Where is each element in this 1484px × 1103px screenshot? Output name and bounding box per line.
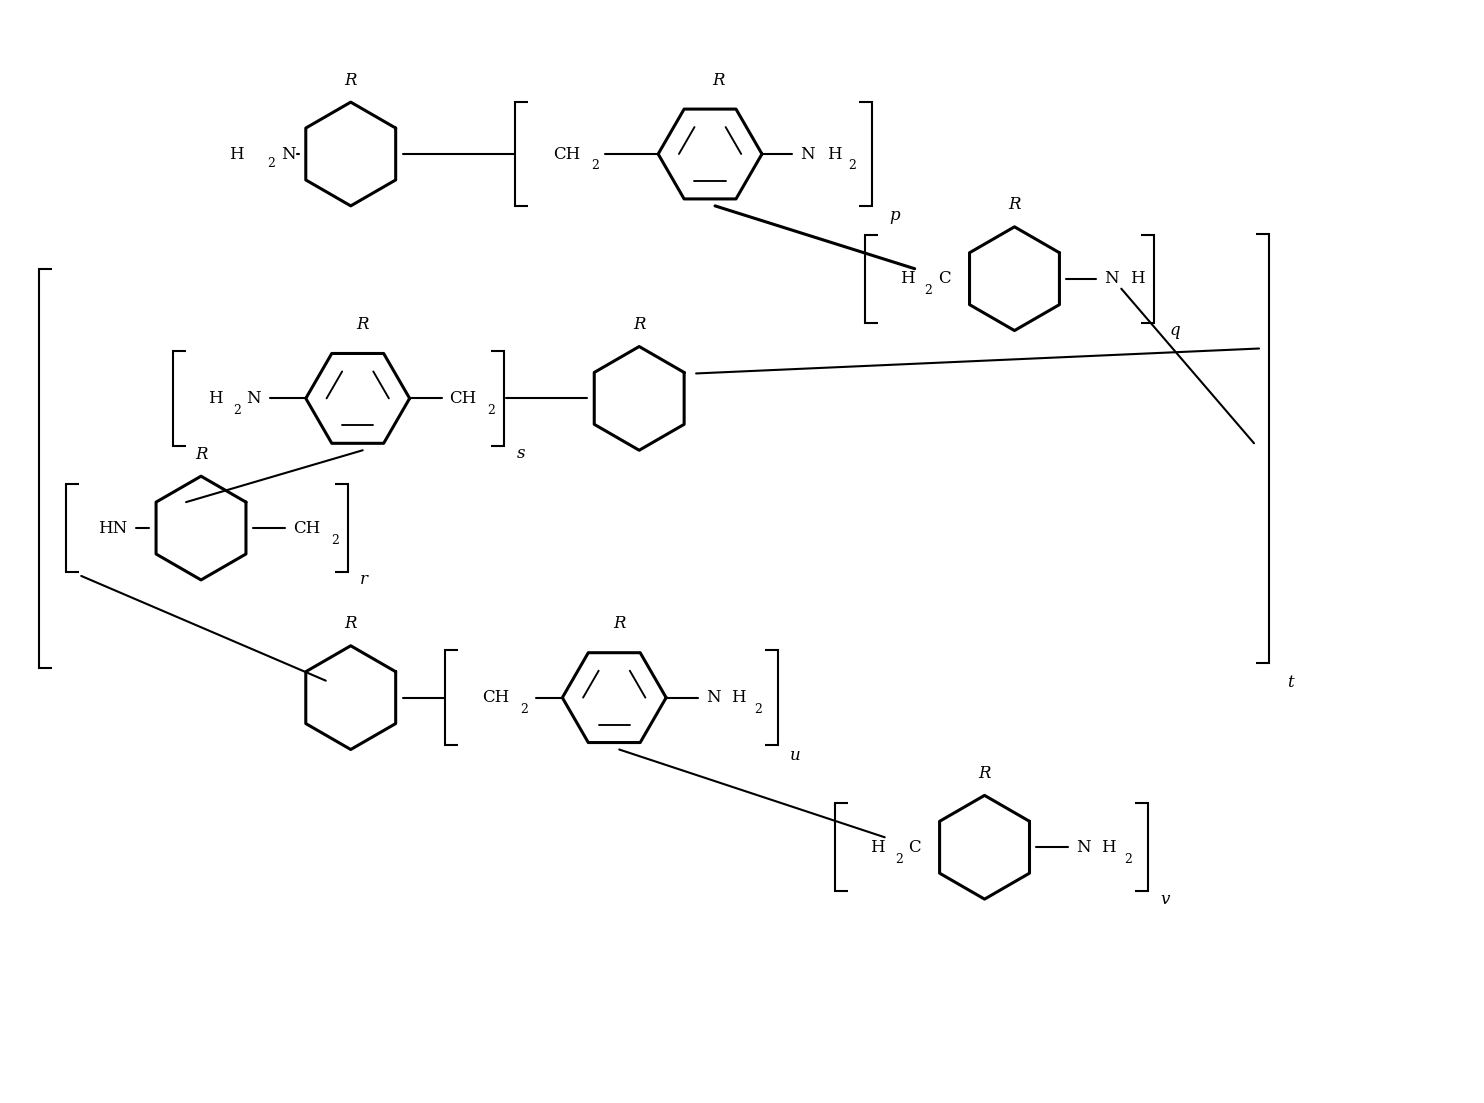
- Text: H: H: [208, 389, 223, 407]
- Text: 2: 2: [925, 285, 932, 297]
- Text: N: N: [706, 689, 721, 706]
- Text: R: R: [194, 446, 208, 463]
- Text: N: N: [800, 146, 815, 162]
- Text: r: r: [359, 571, 368, 588]
- Text: R: R: [344, 72, 358, 88]
- Text: H: H: [899, 270, 914, 287]
- Text: H: H: [870, 838, 884, 856]
- Text: H: H: [230, 146, 243, 162]
- Text: H: H: [1101, 838, 1116, 856]
- Text: HN: HN: [98, 520, 128, 536]
- Text: C: C: [938, 270, 950, 287]
- Text: s: s: [516, 445, 525, 462]
- Text: N: N: [1104, 270, 1119, 287]
- Text: H: H: [732, 689, 745, 706]
- Text: 2: 2: [521, 703, 528, 716]
- Text: R: R: [712, 72, 724, 88]
- Text: CH: CH: [554, 146, 580, 162]
- Text: 2: 2: [267, 158, 275, 171]
- Text: R: R: [344, 615, 358, 632]
- Text: v: v: [1160, 890, 1169, 908]
- Text: CH: CH: [482, 689, 509, 706]
- Text: CH: CH: [450, 389, 476, 407]
- Text: N: N: [1076, 838, 1091, 856]
- Text: p: p: [890, 207, 901, 224]
- Text: N: N: [280, 146, 295, 162]
- Text: H: H: [827, 146, 841, 162]
- Text: q: q: [1169, 322, 1180, 339]
- Text: R: R: [613, 615, 625, 632]
- Text: 2: 2: [1125, 853, 1132, 866]
- Text: 2: 2: [847, 160, 856, 172]
- Text: 2: 2: [233, 404, 240, 417]
- Text: 2: 2: [487, 404, 496, 417]
- Text: t: t: [1287, 674, 1294, 692]
- Text: 2: 2: [331, 534, 338, 546]
- Text: R: R: [978, 765, 991, 782]
- Text: 2: 2: [895, 853, 902, 866]
- Text: C: C: [908, 838, 920, 856]
- Text: u: u: [789, 747, 801, 764]
- Text: 2: 2: [591, 160, 600, 172]
- Text: R: R: [1008, 196, 1021, 213]
- Text: 2: 2: [754, 703, 761, 716]
- Text: R: R: [356, 317, 370, 333]
- Text: N: N: [246, 389, 261, 407]
- Text: R: R: [634, 317, 646, 333]
- Text: CH: CH: [292, 520, 321, 536]
- Text: H: H: [1131, 270, 1144, 287]
